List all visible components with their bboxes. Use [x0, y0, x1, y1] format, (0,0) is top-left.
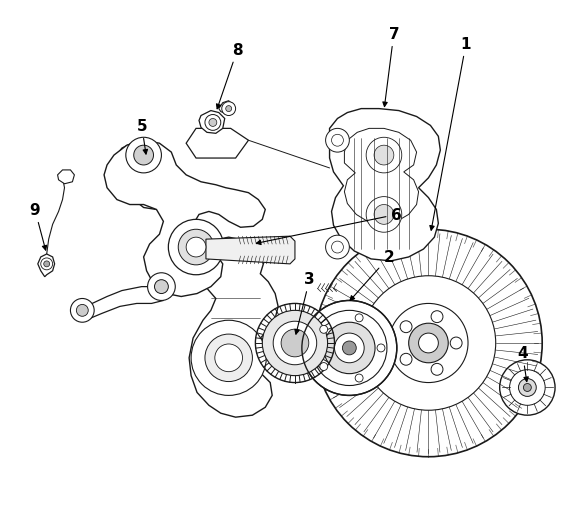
Polygon shape	[57, 171, 74, 184]
Circle shape	[389, 304, 468, 383]
Circle shape	[377, 344, 385, 352]
Circle shape	[355, 314, 363, 322]
Circle shape	[191, 321, 266, 395]
Text: 8: 8	[216, 42, 243, 110]
Circle shape	[147, 273, 175, 301]
Circle shape	[154, 280, 168, 294]
Circle shape	[419, 333, 438, 353]
Polygon shape	[329, 110, 440, 262]
Circle shape	[361, 276, 496, 411]
Circle shape	[178, 230, 214, 265]
Text: 2: 2	[350, 250, 394, 301]
Polygon shape	[104, 141, 265, 297]
Circle shape	[205, 115, 221, 131]
Circle shape	[41, 259, 53, 270]
Circle shape	[374, 205, 394, 225]
Circle shape	[400, 354, 412, 366]
Polygon shape	[189, 238, 278, 417]
Circle shape	[209, 119, 217, 127]
Text: 7: 7	[383, 27, 399, 108]
Circle shape	[431, 311, 443, 323]
Text: 1: 1	[430, 37, 472, 231]
Circle shape	[44, 262, 50, 267]
Circle shape	[222, 103, 235, 116]
Circle shape	[302, 301, 397, 395]
Circle shape	[431, 364, 443, 376]
Circle shape	[205, 334, 252, 382]
Circle shape	[312, 311, 387, 386]
Polygon shape	[345, 129, 419, 225]
Circle shape	[168, 220, 224, 275]
Circle shape	[519, 379, 536, 396]
Circle shape	[70, 299, 94, 323]
Circle shape	[523, 384, 531, 392]
Circle shape	[332, 241, 343, 254]
Polygon shape	[114, 143, 183, 210]
Circle shape	[366, 197, 402, 233]
Polygon shape	[186, 129, 248, 159]
Circle shape	[366, 138, 402, 174]
Circle shape	[325, 236, 349, 260]
Circle shape	[510, 370, 545, 406]
Circle shape	[315, 230, 542, 457]
Circle shape	[450, 337, 462, 349]
Circle shape	[500, 360, 555, 416]
Circle shape	[273, 322, 317, 365]
Circle shape	[77, 305, 88, 317]
Circle shape	[226, 107, 231, 112]
Circle shape	[281, 329, 309, 357]
Circle shape	[134, 146, 154, 166]
Polygon shape	[219, 102, 233, 114]
Polygon shape	[38, 255, 55, 277]
Text: 9: 9	[30, 203, 46, 250]
Text: 6: 6	[256, 208, 402, 245]
Circle shape	[215, 344, 242, 372]
Circle shape	[332, 135, 343, 147]
Text: 3: 3	[295, 272, 315, 334]
Polygon shape	[199, 111, 224, 134]
Polygon shape	[80, 287, 166, 319]
Circle shape	[186, 238, 206, 258]
Circle shape	[320, 363, 328, 371]
Circle shape	[342, 341, 356, 355]
Circle shape	[324, 323, 375, 374]
Circle shape	[355, 374, 363, 382]
Circle shape	[262, 311, 328, 376]
Circle shape	[409, 324, 448, 363]
Circle shape	[374, 146, 394, 166]
Polygon shape	[206, 237, 295, 264]
Circle shape	[400, 321, 412, 333]
Text: 4: 4	[517, 346, 528, 382]
Polygon shape	[241, 240, 262, 257]
Circle shape	[325, 129, 349, 153]
Circle shape	[126, 138, 161, 174]
Circle shape	[320, 326, 328, 334]
Circle shape	[335, 333, 364, 363]
Text: 5: 5	[136, 119, 147, 155]
